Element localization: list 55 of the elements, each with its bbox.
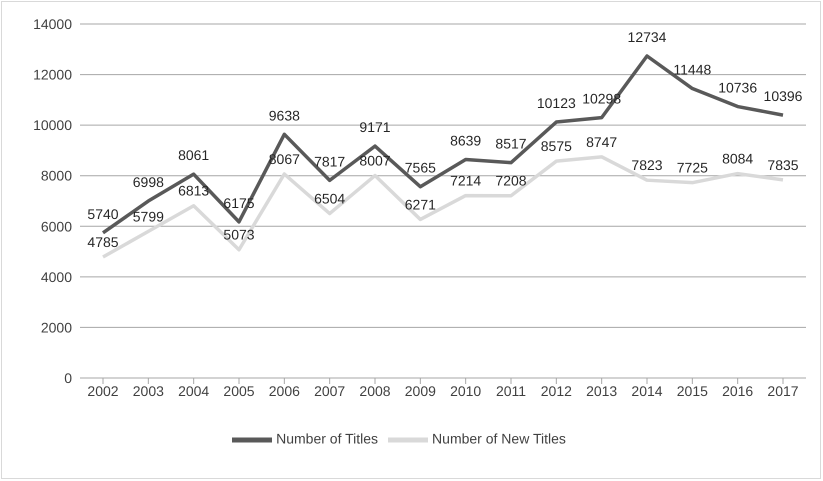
- data-label: 7565: [404, 160, 436, 176]
- legend-label: Number of New Titles: [432, 430, 566, 447]
- data-label: 5073: [223, 226, 255, 243]
- legend-label: Number of Titles: [276, 430, 378, 447]
- data-label: 10123: [536, 95, 576, 112]
- x-tick-label: 2011: [496, 382, 526, 399]
- data-label: 8084: [722, 150, 754, 167]
- y-tick-label: 10000: [33, 117, 72, 134]
- x-tick-label: 2010: [450, 382, 482, 399]
- x-tick-label: 2015: [676, 382, 708, 399]
- x-tick-label: 2009: [404, 382, 436, 399]
- data-label: 12734: [628, 29, 667, 46]
- data-label: 7835: [767, 156, 799, 173]
- x-tick-label: 2016: [722, 382, 754, 399]
- x-tick-label: 2003: [132, 382, 164, 399]
- y-tick-label: 0: [64, 370, 72, 386]
- data-label: 10396: [764, 88, 803, 104]
- data-label: 8747: [586, 134, 618, 150]
- data-label: 9171: [359, 119, 391, 136]
- x-tick-label: 2017: [767, 382, 799, 399]
- data-label: 6504: [314, 190, 346, 207]
- data-label: 6271: [404, 196, 436, 212]
- x-tick-label: 2008: [359, 382, 391, 399]
- data-label: 7208: [495, 172, 527, 189]
- x-tick-label: 2004: [178, 382, 210, 399]
- data-label: 8061: [178, 147, 210, 164]
- x-tick-label: 2014: [631, 382, 663, 399]
- data-label: 5799: [132, 208, 164, 224]
- data-label: 7817: [314, 153, 346, 170]
- x-tick-label: 2013: [586, 382, 618, 399]
- y-tick-label: 8000: [40, 168, 72, 184]
- y-tick-label: 12000: [33, 66, 72, 83]
- y-tick-label: 4000: [40, 268, 72, 285]
- data-label: 9638: [268, 107, 300, 124]
- data-label: 8639: [450, 132, 482, 149]
- data-label: 7823: [631, 157, 663, 174]
- x-tick-label: 2007: [314, 382, 346, 399]
- data-label: 11448: [673, 62, 712, 78]
- data-label: 5740: [87, 206, 119, 222]
- y-tick-label: 6000: [40, 218, 72, 234]
- data-label: 6998: [132, 174, 164, 190]
- x-tick-label: 2002: [87, 382, 119, 399]
- x-tick-label: 2005: [223, 382, 255, 399]
- x-tick-label: 2012: [540, 382, 572, 399]
- data-label: 8517: [495, 136, 527, 152]
- y-tick-label: 2000: [40, 319, 72, 336]
- data-label: 7214: [450, 172, 482, 189]
- data-label: 8575: [540, 138, 572, 154]
- x-tick-label: 2006: [268, 382, 300, 399]
- data-label: 10736: [718, 80, 758, 96]
- y-tick-label: 14000: [33, 16, 72, 32]
- data-label: 8007: [359, 152, 391, 169]
- data-label: 6813: [178, 182, 210, 199]
- data-label: 4785: [87, 234, 119, 250]
- data-label: 7725: [676, 160, 708, 176]
